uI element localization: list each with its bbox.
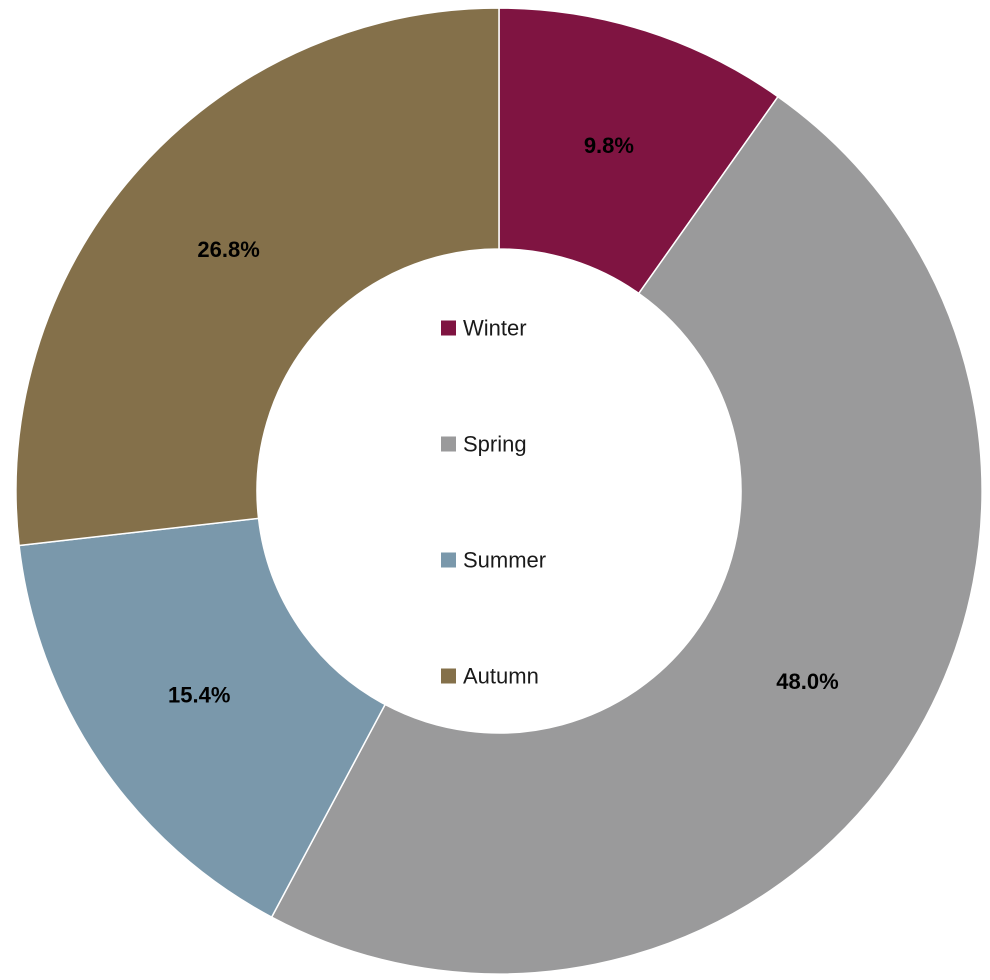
legend-swatch-spring	[441, 436, 456, 452]
slice-label-winter: 9.8%	[584, 133, 634, 158]
slice-autumn	[15, 7, 500, 547]
slice-label-spring: 48.0%	[776, 669, 838, 694]
legend-swatch-autumn	[441, 668, 456, 684]
legend-item-summer: Summer	[441, 548, 546, 573]
donut-slices	[15, 7, 983, 975]
slice-summer	[18, 517, 387, 919]
legend-label-winter: Winter	[463, 316, 527, 341]
legend-label-summer: Summer	[463, 548, 546, 573]
slice-winter	[498, 7, 780, 295]
legend-item-autumn: Autumn	[441, 664, 539, 689]
legend-label-autumn: Autumn	[463, 664, 539, 689]
legend-item-spring: Spring	[441, 432, 527, 457]
legend-item-winter: Winter	[441, 316, 527, 341]
slice-label-autumn: 26.8%	[197, 237, 259, 262]
slice-label-summer: 15.4%	[168, 682, 230, 707]
slice-spring	[270, 95, 983, 975]
legend: Winter Spring Summer Autumn	[441, 316, 546, 689]
slice-labels: 9.8% 48.0% 15.4% 26.8%	[168, 133, 839, 707]
legend-swatch-winter	[441, 320, 456, 336]
legend-swatch-summer	[441, 552, 456, 568]
legend-label-spring: Spring	[463, 432, 527, 457]
